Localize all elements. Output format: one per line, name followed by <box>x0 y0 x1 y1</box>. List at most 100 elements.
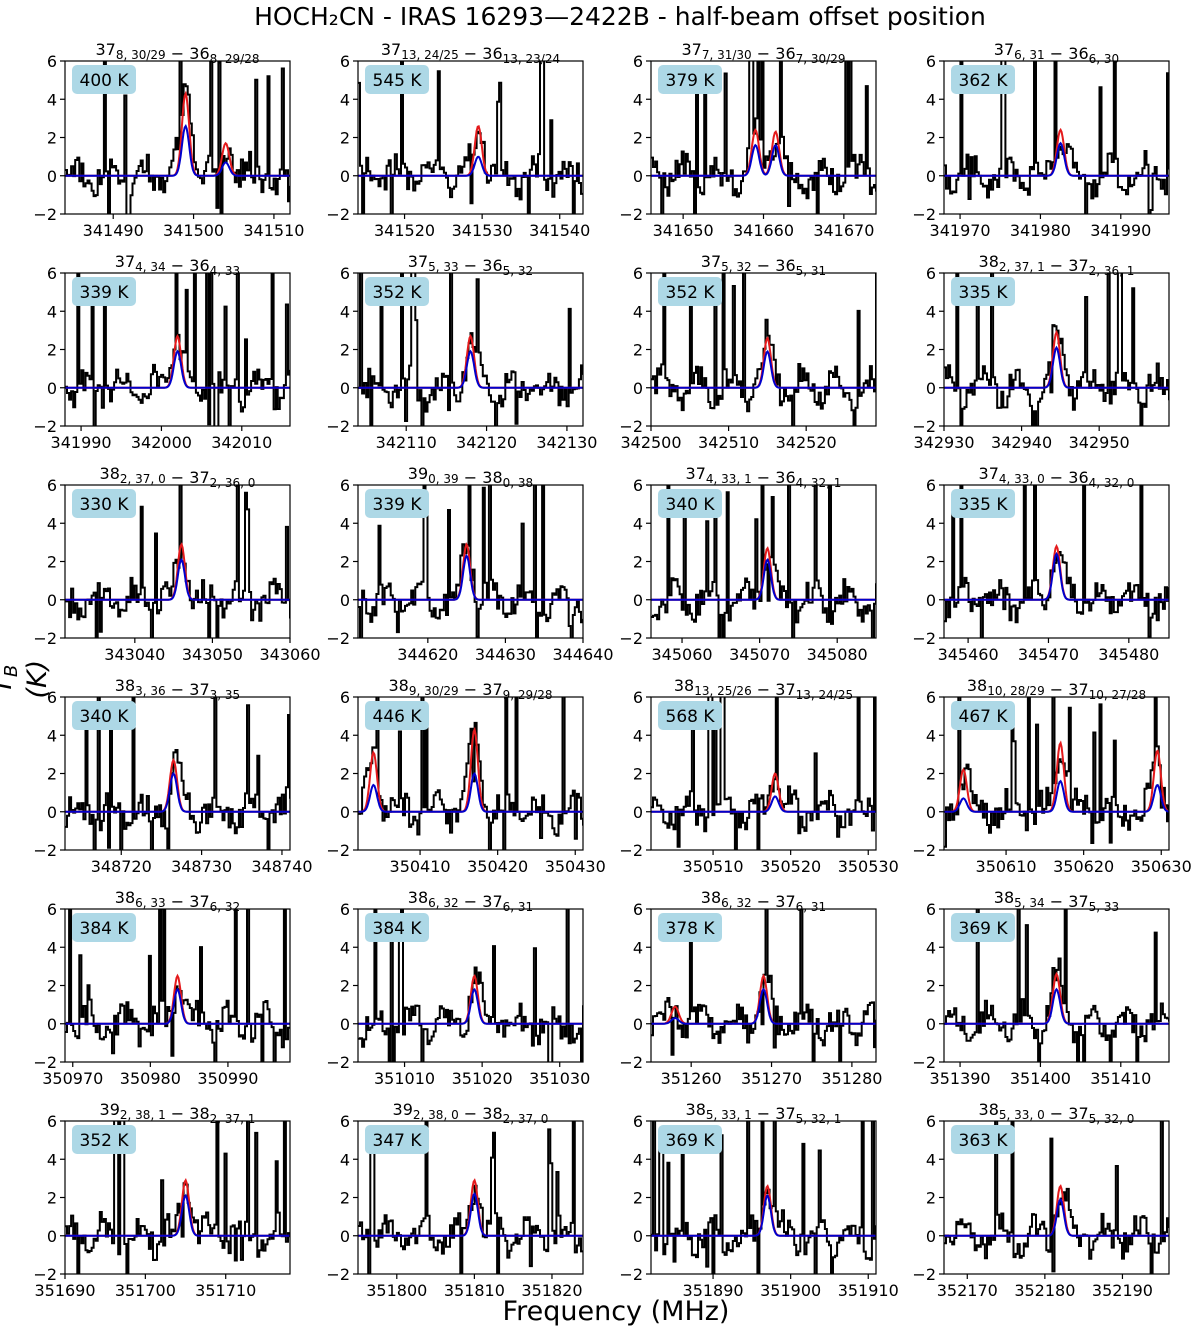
observed-spectrum <box>65 61 290 214</box>
x-tick-label: 341660 <box>733 221 794 240</box>
model-blue-line <box>65 1193 290 1237</box>
model-red-line <box>944 971 1169 1025</box>
y-tick-label: 6 <box>47 688 57 707</box>
spectrum-panel: −2 0 2 4 6 342110 342120 342130 375, 33 − 365, 3… <box>326 252 597 452</box>
y-tick-label: 4 <box>926 302 936 321</box>
model-blue-line <box>65 771 290 813</box>
x-tick-label: 342950 <box>1069 433 1130 452</box>
y-tick-label: 2 <box>926 553 936 572</box>
spectrum-panel: −2 0 2 4 6 341990 342000 342010 374, 34 − 364, 3… <box>33 252 291 452</box>
panel-title: 385, 34 − 375, 33 <box>994 888 1119 914</box>
temperature-label: 335 K <box>959 283 1009 303</box>
x-tick-label: 344620 <box>397 645 458 664</box>
observed-spectrum <box>651 485 876 638</box>
spectrum-panel: −2 0 2 4 6 351890 351900 351910 385, 33, 1 − 375… <box>619 1100 898 1300</box>
x-tick-label: 341540 <box>529 221 590 240</box>
x-tick-label: 341990 <box>1090 221 1151 240</box>
panel-title: 374, 33, 0 − 364, 32, 0 <box>979 464 1135 490</box>
temperature-badge <box>72 701 136 730</box>
temperature-badge <box>951 489 1015 518</box>
temperature-badge <box>72 489 136 518</box>
y-tick-label: 4 <box>340 90 350 109</box>
y-tick-label: −2 <box>912 841 936 860</box>
x-tick-label: 342000 <box>131 433 192 452</box>
y-tick-label: 4 <box>633 90 643 109</box>
x-tick-label: 344640 <box>552 645 613 664</box>
y-tick-label: 6 <box>340 688 350 707</box>
observed-spectrum <box>944 273 1169 426</box>
y-tick-label: 6 <box>340 476 350 495</box>
y-tick-label: 2 <box>340 129 350 148</box>
y-tick-label: 2 <box>633 1189 643 1208</box>
temperature-label: 339 K <box>373 495 423 515</box>
y-tick-label: −2 <box>326 205 350 224</box>
x-tick-label: 342930 <box>913 433 974 452</box>
y-tick-label: 4 <box>340 514 350 533</box>
panel-title: 386, 33 − 376, 32 <box>115 888 240 914</box>
observed-spectrum <box>358 273 583 426</box>
y-tick-label: −2 <box>619 1053 643 1072</box>
x-tick-label: 350410 <box>390 857 451 876</box>
y-tick-label: 2 <box>926 341 936 360</box>
panel-title: 375, 32 − 365, 31 <box>701 252 826 278</box>
y-tick-label: 6 <box>926 688 936 707</box>
x-tick-label: 343050 <box>182 645 243 664</box>
y-tick-label: −2 <box>619 629 643 648</box>
y-tick-label: 6 <box>633 1112 643 1131</box>
panel-title: 386, 32 − 376, 31 <box>701 888 826 914</box>
y-tick-label: 6 <box>47 476 57 495</box>
model-blue-line <box>65 349 290 389</box>
x-tick-label: 342130 <box>536 433 597 452</box>
observed-spectrum <box>944 485 1169 638</box>
y-tick-label: 2 <box>340 977 350 996</box>
model-blue-line <box>651 143 876 177</box>
x-tick-label: 345470 <box>1018 645 1079 664</box>
panel-title: 382, 37, 1 − 372, 36, 1 <box>979 252 1135 278</box>
y-tick-label: 6 <box>926 264 936 283</box>
spectrum-panel: −2 0 2 4 6 352170 352180 352190 385, 33, 0 − 375… <box>912 1100 1170 1300</box>
model-blue-line <box>65 987 290 1025</box>
x-tick-label: 341980 <box>1010 221 1071 240</box>
y-tick-label: 0 <box>926 591 936 610</box>
observed-spectrum <box>944 61 1169 214</box>
x-tick-label: 342500 <box>620 433 681 452</box>
observed-spectrum <box>651 61 876 214</box>
temperature-label: 369 K <box>959 919 1009 939</box>
temperature-badge <box>658 65 722 94</box>
y-tick-label: 4 <box>633 514 643 533</box>
x-tick-label: 342120 <box>456 433 517 452</box>
y-tick-label: 0 <box>926 167 936 186</box>
spectrum-panel: −2 0 2 4 6 341650 341660 341670 377, 31/30 − 367… <box>619 40 877 240</box>
y-tick-label: 4 <box>633 302 643 321</box>
panel-title: 3813, 25/26 − 3713, 24/25 <box>674 676 853 702</box>
y-tick-label: 2 <box>340 1189 350 1208</box>
temperature-badge <box>951 701 1015 730</box>
y-tick-label: −2 <box>912 1053 936 1072</box>
y-tick-label: 4 <box>633 1150 643 1169</box>
y-tick-label: 4 <box>340 938 350 957</box>
temperature-label: 446 K <box>373 707 423 727</box>
y-tick-label: −2 <box>33 1265 57 1284</box>
y-tick-label: 0 <box>340 591 350 610</box>
model-blue-line <box>358 771 583 813</box>
y-tick-label: −2 <box>33 1053 57 1072</box>
x-tick-label: 351390 <box>930 1069 991 1088</box>
y-tick-label: 0 <box>340 167 350 186</box>
temperature-badge <box>951 1125 1015 1154</box>
x-tick-label: 351020 <box>452 1069 513 1088</box>
y-tick-label: 0 <box>47 803 57 822</box>
x-tick-label: 351820 <box>521 1281 582 1300</box>
y-tick-label: 0 <box>926 803 936 822</box>
model-blue-line <box>358 1192 583 1237</box>
x-tick-label: 351890 <box>683 1281 744 1300</box>
x-tick-label: 344630 <box>475 645 536 664</box>
temperature-label: 384 K <box>80 919 130 939</box>
temperature-label: 378 K <box>666 919 716 939</box>
y-tick-label: −2 <box>619 417 643 436</box>
temperature-label: 347 K <box>373 1131 423 1151</box>
spectrum-panel: −2 0 2 4 6 351260 351270 351280 386, 32 − 376, 3… <box>619 888 882 1088</box>
temperature-label: 467 K <box>959 707 1009 727</box>
model-blue-line <box>944 551 1169 601</box>
x-tick-label: 341650 <box>653 221 714 240</box>
